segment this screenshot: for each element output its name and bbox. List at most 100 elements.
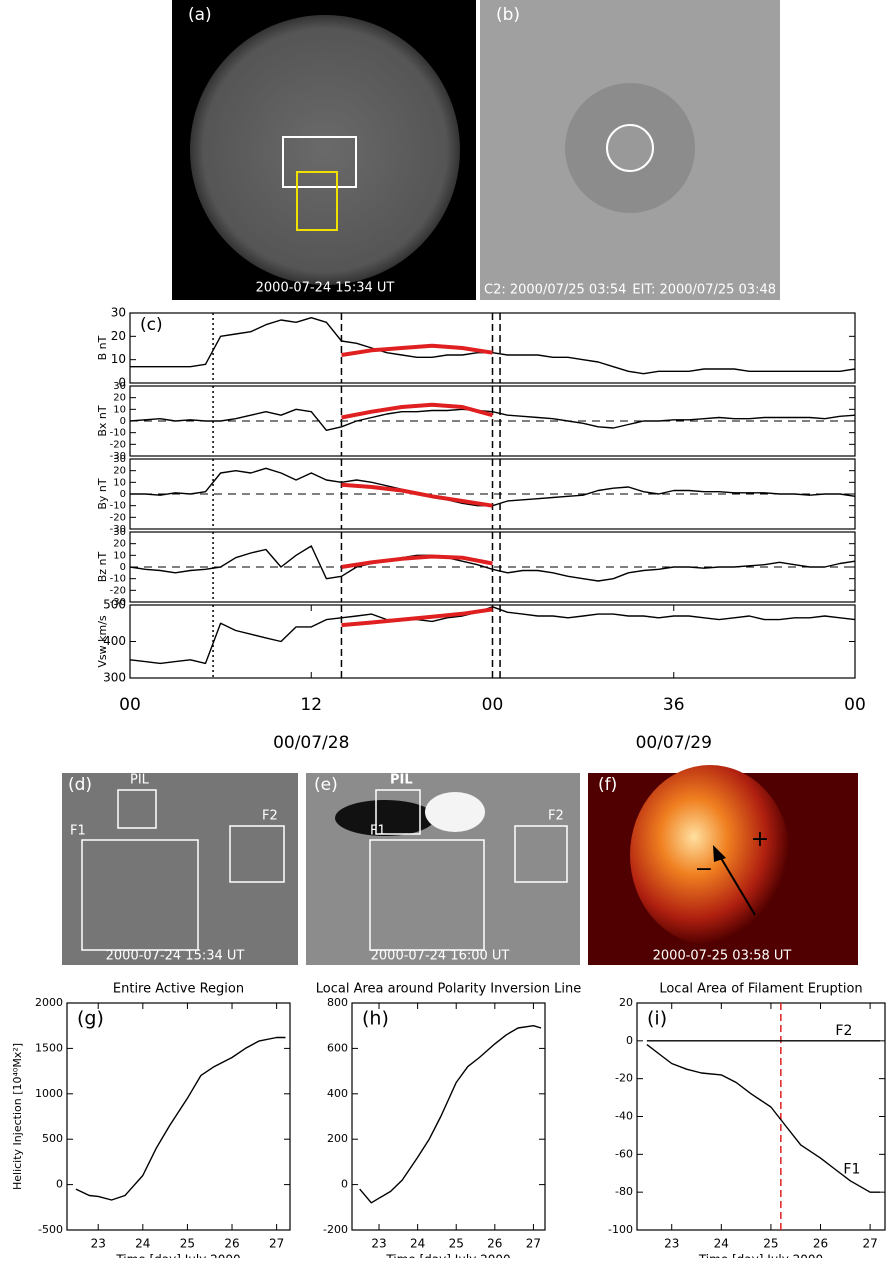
x-tick-label: 27 (526, 1237, 541, 1251)
y-tick-label: 600 (327, 1041, 348, 1054)
x-axis-label: Time [day] July 2000 (698, 1253, 823, 1259)
y-tick-label: 800 (327, 996, 348, 1009)
y-tick-label: 30 (113, 381, 126, 392)
plot-frame (352, 1003, 545, 1230)
y-tick-label: -20 (615, 1072, 633, 1085)
y-tick-label: -10 (110, 501, 126, 512)
x-axis-label: Time [day] July 2000 (385, 1253, 510, 1259)
y-tick-label: 20 (113, 539, 126, 550)
y-axis-label: By nT (96, 478, 109, 510)
x-tick-label: 00 (119, 695, 141, 715)
annotation: F1 (370, 824, 386, 839)
y-axis-label: Helicity Injection [10⁴⁰Mx²] (11, 1043, 24, 1190)
y-tick-label: -60 (615, 1147, 633, 1160)
x-tick-label: 27 (269, 1237, 284, 1251)
y-tick-label: -20 (110, 512, 126, 523)
plot-frame (67, 1003, 290, 1230)
y-tick-label: 10 (113, 550, 126, 561)
date-label: 00/07/29 (636, 733, 712, 753)
annotation: + (751, 827, 769, 852)
annotation: PIL (130, 773, 150, 788)
x-tick-label: 25 (763, 1237, 778, 1251)
y-axis-label: Bx nT (96, 405, 109, 437)
x-tick-label: 26 (813, 1237, 828, 1251)
x-tick-label: 24 (135, 1237, 150, 1251)
x-axis-label: Time [day] July 2000 (115, 1253, 240, 1259)
panel-label: (e) (314, 775, 338, 795)
y-tick-label: 20 (111, 329, 126, 343)
y-tick-label: 500 (42, 1132, 63, 1145)
panel-label: (d) (68, 775, 92, 795)
y-tick-label: 300 (103, 671, 126, 685)
annotation: F1 (70, 824, 86, 839)
y-tick-label: 0 (120, 416, 126, 427)
y-tick-label: 500 (103, 598, 126, 612)
caption: C2: 2000/07/25 03:54 (484, 283, 626, 298)
y-tick-label: 0 (120, 562, 126, 573)
series-line (342, 485, 493, 506)
caption: 2000-07-24 15:34 UT (106, 949, 245, 964)
y-tick-label: -10 (110, 574, 126, 585)
x-tick-label: 25 (449, 1237, 464, 1251)
panel-f: (f) + − 2000-07-25 03:58 UT (588, 765, 858, 965)
chart-title: Local Area around Polarity Inversion Lin… (316, 982, 581, 997)
y-tick-label: -10 (110, 428, 126, 439)
x-tick-label: 12 (300, 695, 322, 715)
y-tick-label: 0 (56, 1178, 63, 1191)
x-tick-label: 00 (482, 695, 504, 715)
panel-label: (g) (77, 1008, 104, 1030)
panel-label: (f) (598, 775, 617, 795)
panel-a: (a) 2000-07-24 15:34 UT (172, 0, 476, 300)
caption: 2000-07-24 16:00 UT (371, 949, 510, 964)
y-tick-label: 1000 (35, 1087, 63, 1100)
y-tick-label: 10 (111, 352, 126, 366)
x-tick-label: 25 (180, 1237, 195, 1251)
y-tick-label: -200 (323, 1223, 348, 1236)
figure: (a) 2000-07-24 15:34 UT (b) C2: 2000/07/… (0, 0, 896, 1258)
panel-label: (b) (496, 5, 520, 25)
y-tick-label: -20 (110, 585, 126, 596)
panel-label: (i) (647, 1008, 667, 1030)
y-tick-label: -40 (615, 1110, 633, 1123)
series-line (360, 1026, 541, 1203)
series-line (76, 1038, 286, 1201)
chart-title: Local Area of Filament Eruption (659, 982, 862, 997)
y-tick-label: 30 (113, 454, 126, 465)
y-tick-label: -80 (615, 1185, 633, 1198)
series-line (342, 609, 493, 625)
y-tick-label: 1500 (35, 1041, 63, 1054)
series-label: F2 (835, 1023, 852, 1039)
y-axis-label: B nT (96, 335, 109, 360)
y-tick-label: 10 (113, 477, 126, 488)
y-tick-label: 0 (626, 1034, 633, 1047)
caption: 2000-07-25 03:58 UT (653, 949, 792, 964)
x-tick-label: 24 (410, 1237, 425, 1251)
x-tick-label: 00 (844, 695, 866, 715)
y-tick-label: -500 (38, 1223, 63, 1236)
annotation: F2 (262, 809, 278, 824)
y-tick-label: -100 (608, 1223, 633, 1236)
y-tick-label: 0 (341, 1178, 348, 1191)
x-tick-label: 27 (862, 1237, 877, 1251)
y-tick-label: 30 (111, 306, 126, 320)
panel-d: (d) PIL F1 F2 2000-07-24 15:34 UT (62, 773, 298, 966)
panel-label: (a) (188, 5, 212, 25)
y-tick-label: 0 (120, 489, 126, 500)
date-label: 00/07/28 (273, 733, 349, 753)
caption: EIT: 2000/07/25 03:48 (632, 283, 776, 298)
y-tick-label: 400 (327, 1087, 348, 1100)
panel-e: (e) PIL F1 F2 2000-07-24 16:00 UT (306, 773, 580, 966)
y-tick-label: 20 (619, 996, 633, 1009)
chart-title: Entire Active Region (113, 982, 244, 997)
caption: 2000-07-24 15:34 UT (256, 281, 395, 296)
annotation: F2 (548, 809, 564, 824)
x-tick-label: 24 (714, 1237, 729, 1251)
annotation: − (695, 857, 713, 882)
y-axis-label: Bz nT (96, 551, 109, 582)
x-tick-label: 23 (664, 1237, 679, 1251)
series-line (342, 557, 493, 568)
y-tick-label: 20 (113, 393, 126, 404)
y-axis-label: Vsw km/s (96, 615, 109, 668)
y-tick-label: 2000 (35, 996, 63, 1009)
x-tick-label: 26 (224, 1237, 239, 1251)
